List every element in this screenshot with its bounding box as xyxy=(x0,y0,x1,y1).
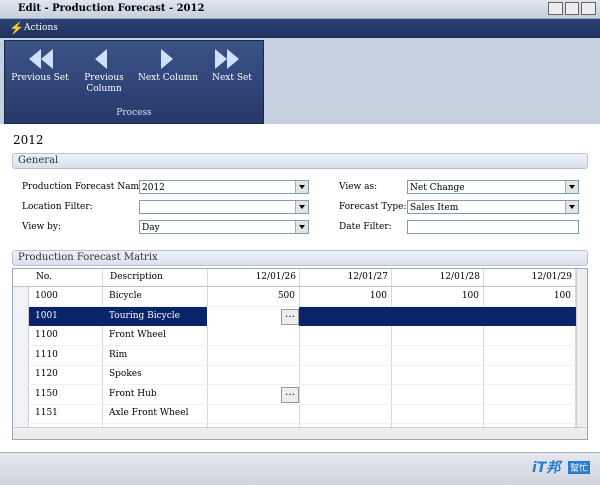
h-scrollbar[interactable] xyxy=(13,427,587,439)
cell-no: 1000 xyxy=(35,291,58,301)
ribbon: Previous Set Previous Column Next Column Ne… xyxy=(0,38,600,124)
v-scrollbar[interactable] xyxy=(576,269,587,427)
cell-description: Front Hub xyxy=(109,388,157,399)
minimize[interactable] xyxy=(548,2,563,15)
column-header: 12/01/29 xyxy=(531,272,572,282)
column-header: Description xyxy=(110,272,163,282)
row-selector xyxy=(13,287,29,306)
column-header: 12/01/28 xyxy=(439,272,480,282)
row-selector xyxy=(13,345,29,365)
field-input[interactable] xyxy=(139,200,309,214)
cell-description: Bicycle xyxy=(109,291,142,301)
cell-no: 1001 xyxy=(35,310,58,321)
matrix-row[interactable]: 1000 Bicycle 500 100 100 100 xyxy=(13,287,576,307)
edit-cell xyxy=(207,306,299,326)
field-label: Forecast Type: xyxy=(339,202,407,212)
matrix-row[interactable]: 1100 Front Wheel xyxy=(13,326,576,346)
field-label: View by: xyxy=(22,222,61,232)
cell-no: 1120 xyxy=(35,369,58,379)
cell-no: 1100 xyxy=(35,330,58,340)
field-label: Location Filter: xyxy=(22,202,93,212)
window-controls xyxy=(548,2,597,15)
action-bar: Actions ⚡ xyxy=(0,19,600,38)
row-selector xyxy=(13,404,29,423)
column-line xyxy=(299,269,300,427)
cell-no: 1110 xyxy=(35,349,58,360)
matrix-row[interactable]: 1120 Spokes xyxy=(13,365,576,385)
field-value: 2012 xyxy=(142,183,165,193)
ribbon-group-label: Process xyxy=(116,108,152,118)
field-value: Net Change xyxy=(410,183,465,193)
dropdown[interactable] xyxy=(295,181,308,193)
header-line xyxy=(13,286,576,287)
field-input[interactable] xyxy=(407,220,579,234)
cell-no: 1150 xyxy=(35,388,58,399)
cell-value: 100 xyxy=(461,291,479,301)
cell-description: Axle Front Wheel xyxy=(109,408,189,418)
cell-value: 100 xyxy=(369,291,387,301)
page-heading: 2012 xyxy=(13,133,44,147)
lookup-button[interactable]: … xyxy=(281,308,299,325)
close[interactable] xyxy=(581,2,597,15)
ribbon-button[interactable]: Previous Column xyxy=(84,73,124,94)
ribbon-button[interactable]: Previous Set xyxy=(11,73,69,83)
footer: iT邦 幫忙 xyxy=(0,452,600,485)
lookup-button[interactable]: … xyxy=(281,386,299,403)
ribbon-button[interactable]: Next Set xyxy=(212,73,252,83)
cell-description: Touring Bicycle xyxy=(109,310,180,321)
cell-description: Front Wheel xyxy=(109,330,166,340)
column-header: 12/01/26 xyxy=(255,272,296,282)
column-line xyxy=(391,269,392,427)
cell-no: 1151 xyxy=(35,408,58,418)
matrix-header[interactable]: Production Forecast Matrix xyxy=(12,250,588,266)
matrix-row[interactable]: 1001 Touring Bicycle … xyxy=(13,306,576,326)
field-input[interactable]: Sales Item xyxy=(407,200,579,214)
ribbon-icons xyxy=(29,49,239,69)
column-line xyxy=(483,269,484,427)
field-input[interactable]: 2012 xyxy=(139,180,309,194)
dropdown[interactable] xyxy=(565,181,578,193)
matrix-row[interactable]: 1150 Front Hub … xyxy=(13,384,576,405)
row-selector xyxy=(13,306,29,326)
section-title: Production Forecast Matrix xyxy=(18,252,158,263)
row-selector xyxy=(13,384,29,404)
field-label: Date Filter: xyxy=(339,222,392,232)
cell-description: Spokes xyxy=(109,369,142,379)
section-title: General xyxy=(18,155,59,166)
field-label: View as: xyxy=(339,182,378,192)
ribbon-group: Previous Set Previous Column Next Column Ne… xyxy=(4,40,264,124)
column-line xyxy=(575,269,576,427)
maximize[interactable] xyxy=(564,2,580,15)
field-input[interactable]: Net Change xyxy=(407,180,579,194)
matrix-grid: No. Description 12/01/26 12/01/27 12/01/28 12… xyxy=(12,268,588,440)
row-selector xyxy=(13,326,29,345)
field-label: Production Forecast Name: xyxy=(22,182,148,192)
general-header[interactable]: General xyxy=(12,153,588,169)
cell-value: 100 xyxy=(553,291,571,301)
column-line xyxy=(207,269,208,427)
field-input[interactable]: Day xyxy=(139,220,309,234)
column-line xyxy=(102,269,103,427)
field-value: Sales Item xyxy=(410,203,459,213)
actions-icon: ⚡ xyxy=(9,21,24,35)
column-header: 12/01/27 xyxy=(347,272,388,282)
matrix-row[interactable]: 1110 Rim xyxy=(13,345,576,366)
watermark-logo: iT邦 xyxy=(532,460,561,476)
row-selector xyxy=(13,365,29,384)
column-header: No. xyxy=(36,272,52,282)
cell-value: 500 xyxy=(277,291,295,301)
window-title: Edit - Production Forecast - 2012 xyxy=(18,3,205,14)
actions-menu[interactable]: Actions xyxy=(24,23,58,33)
dropdown[interactable] xyxy=(565,201,578,213)
field-value: Day xyxy=(142,223,160,233)
title-bar: Edit - Production Forecast - 2012 xyxy=(0,0,600,19)
watermark-sub: 幫忙 xyxy=(568,461,591,474)
cell-description: Rim xyxy=(109,349,128,360)
dropdown[interactable] xyxy=(295,201,308,213)
dropdown[interactable] xyxy=(295,221,308,233)
ribbon-button[interactable]: Next Column xyxy=(137,73,199,83)
matrix-row[interactable]: 1151 Axle Front Wheel xyxy=(13,404,576,424)
